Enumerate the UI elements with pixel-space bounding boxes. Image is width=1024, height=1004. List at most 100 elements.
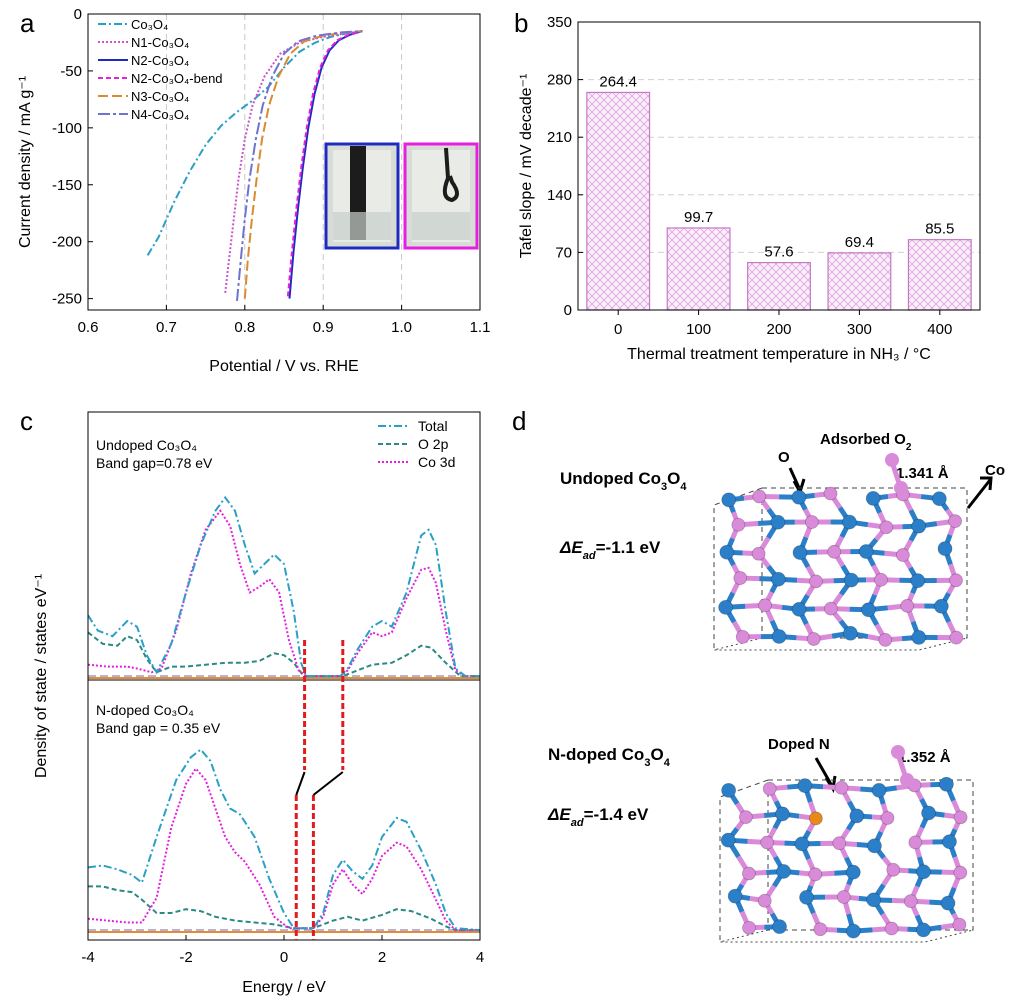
cobalt-atom	[794, 836, 810, 852]
panel-a-ytick-label: -100	[52, 120, 82, 137]
panel-b-bar	[747, 262, 811, 311]
panel-c-legend-label: Co 3d	[418, 454, 455, 470]
adsorbed-o2-label: Adsorbed O2	[820, 431, 912, 453]
oxygen-atom	[809, 574, 823, 589]
oxygen-atom	[878, 633, 893, 647]
panel-letter-d: d	[512, 406, 526, 436]
oxygen-atom	[884, 921, 899, 936]
oxygen-atom	[953, 865, 968, 880]
panel-c-xtick-label: -2	[179, 949, 192, 966]
panel-a-xtick-label: 1.0	[391, 319, 412, 336]
ndoped-structure-title: N-doped Co3O4	[548, 745, 671, 769]
panel-a-legend-label: N3-Co₃O₄	[131, 89, 189, 104]
oxygen-atom	[953, 810, 968, 825]
panel-letter-a: a	[20, 8, 35, 38]
panel-c-xlabel: Energy / eV	[242, 979, 326, 996]
panel-b-ytick-label: 280	[547, 72, 572, 89]
panel-d-structures: Undoped Co3O4 ΔEad=-1.1 eV Adsorbed O2 O…	[547, 431, 1005, 943]
oxygen-atom	[760, 835, 775, 850]
oxygen-atom	[804, 515, 819, 529]
adsorbed-oxygen-atom	[891, 745, 905, 759]
ndoped-crystal-structure	[719, 745, 974, 943]
cobalt-atom	[843, 572, 859, 588]
oxygen-atom	[742, 920, 756, 935]
panel-c-xtick-label: 4	[476, 949, 484, 966]
cobalt-atom	[771, 629, 787, 644]
panel-c-dos-o2p-line	[88, 885, 480, 932]
panel-b-xtick-label: 300	[847, 321, 872, 338]
oxygen-atom	[823, 601, 838, 616]
cobalt-atom	[721, 492, 737, 508]
oxygen-atom	[741, 866, 756, 881]
oxygen-atom	[874, 572, 888, 587]
cobalt-atom	[921, 805, 936, 821]
undoped-bond-length: 1.341 Å	[896, 465, 949, 482]
panel-a-legend-label: N1-Co₃O₄	[131, 35, 189, 50]
panel-b-bar-value-label: 99.7	[684, 209, 713, 226]
cobalt-atom	[845, 864, 861, 880]
panel-b-bar	[586, 91, 651, 311]
cobalt-atom	[865, 490, 881, 506]
nitrogen-atom	[808, 811, 823, 826]
cobalt-atom	[861, 602, 876, 618]
cobalt-atom	[931, 491, 947, 507]
panel-a-legend: Co₃O₄ N1-Co₃O₄ N2-Co₃O₄ N2-Co₃O₄-bend N3-Co₃…	[98, 17, 223, 122]
cobalt-atom	[940, 895, 956, 911]
panel-b-bar	[666, 227, 731, 311]
cobalt-atom	[911, 518, 927, 534]
panel-a-xlabel: Potential / V vs. RHE	[209, 358, 358, 375]
panel-b-ytick-label: 350	[547, 14, 572, 31]
panel-a-legend-label: N2-Co₃O₄	[131, 53, 189, 68]
panel-letter-b: b	[514, 8, 528, 38]
undoped-crystal-structure	[713, 453, 968, 651]
doped-n-label: Doped N	[768, 736, 830, 753]
panel-c-chart: -4 -2 0 2 4 Total O 2p Co 3d Undoped Co₃O₄ Ban…	[33, 411, 484, 996]
ndoped-band-gap: Band gap = 0.35 eV	[96, 720, 221, 736]
oxygen-atom	[758, 598, 772, 613]
panel-letter-c: c	[20, 406, 33, 436]
cobalt-atom	[858, 544, 874, 559]
ndoped-adsorption-energy: ΔEad=-1.4 eV	[547, 805, 649, 829]
panel-c-ylabel: Density of state / states eV⁻¹	[33, 574, 50, 778]
cobalt-atom	[845, 923, 861, 939]
panel-a-ytick-label: -150	[52, 177, 82, 194]
oxygen-atom	[752, 489, 767, 504]
panel-a-xtick-label: 0.6	[78, 319, 99, 336]
o-atom-label: O	[778, 449, 790, 466]
cobalt-atom	[799, 889, 814, 905]
oxygen-atom	[823, 486, 838, 501]
cobalt-atom	[772, 919, 787, 935]
cobalt-atom	[720, 832, 736, 848]
cobalt-atom	[910, 573, 926, 589]
oxygen-atom	[952, 917, 967, 932]
unit-cell-box	[713, 637, 968, 651]
panel-c-dos-total-line	[88, 748, 480, 932]
unit-cell-box	[719, 929, 974, 943]
panel-b-bar	[907, 239, 972, 311]
cobalt-atom	[843, 625, 858, 641]
panel-b-xlabel: Thermal treatment temperature in NH₃ / °…	[627, 346, 931, 363]
panel-b-bar-value-label: 85.5	[925, 221, 954, 238]
co-arrow-icon	[966, 479, 992, 509]
oxygen-atom	[757, 893, 772, 908]
panel-b-xtick-label: 200	[766, 321, 791, 338]
cobalt-atom	[867, 838, 882, 854]
panel-a-xtick-label: 0.7	[156, 319, 177, 336]
panel-b-ytick-label: 70	[555, 244, 572, 261]
cobalt-atom	[916, 922, 931, 938]
cobalt-atom	[797, 778, 813, 794]
oxygen-atom	[733, 571, 748, 585]
oxygen-atom	[834, 780, 849, 795]
adsorbed-oxygen-atom	[885, 453, 899, 467]
inset-photo-bent	[403, 142, 479, 250]
cobalt-atom	[942, 834, 957, 850]
oxygen-atom	[886, 862, 901, 877]
oxygen-atom	[832, 836, 847, 851]
oxygen-atom	[806, 632, 821, 646]
panel-c-legend-label: Total	[418, 418, 448, 434]
inset-photo-straight	[324, 142, 400, 250]
panel-a-legend-label: Co₃O₄	[131, 17, 168, 32]
cobalt-atom	[776, 864, 791, 879]
panel-a-series-line	[224, 30, 363, 294]
cobalt-atom	[719, 544, 735, 560]
